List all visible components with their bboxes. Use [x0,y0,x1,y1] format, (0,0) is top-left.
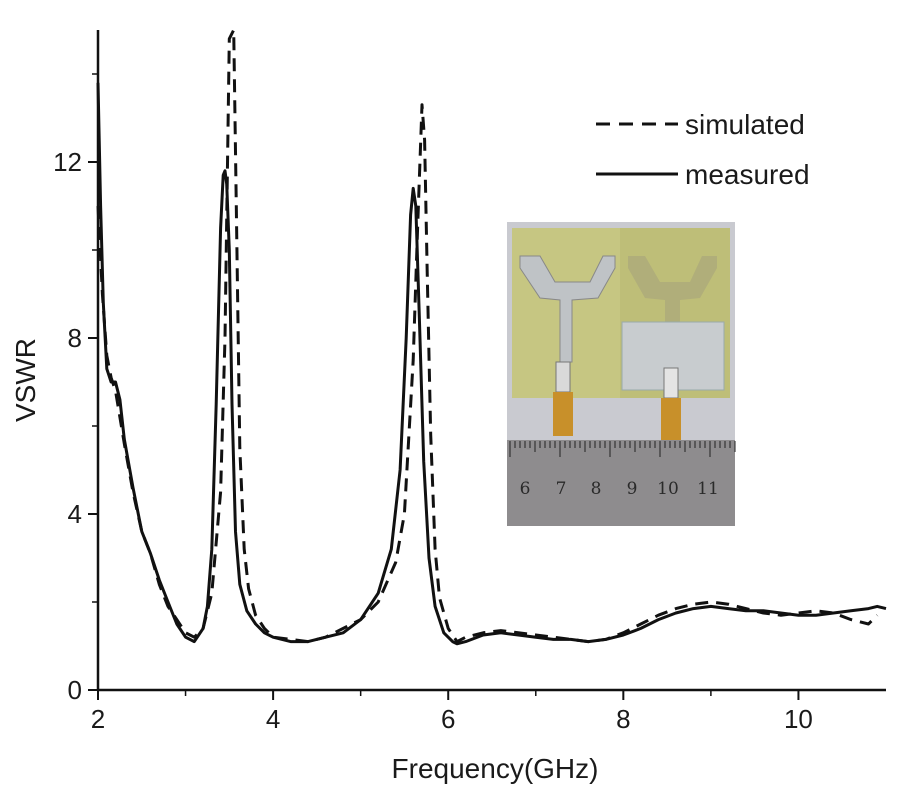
series-line-measured [96,82,887,646]
x-axis-title: Frequency(GHz) [392,753,599,784]
legend-label-measured: measured [685,159,810,190]
legend: simulated measured [596,109,810,190]
ruler-number: 10 [657,479,679,499]
ruler-number: 9 [627,479,638,499]
y-axis-title: VSWR [10,338,41,422]
right-antenna-radiator [628,256,717,322]
x-tick-label: 10 [784,704,813,734]
tick-label-group: 2 4 6 8 10 0 4 8 12 [53,147,813,734]
legend-label-simulated: simulated [685,109,805,140]
ruler-number: 7 [556,479,567,499]
ruler-ticks [509,441,736,457]
ruler [507,440,735,526]
series-group [96,28,887,646]
y-tick-label: 0 [68,675,82,705]
x-tick-label: 4 [266,704,280,734]
x-tick-label: 6 [441,704,455,734]
tick-group [88,73,800,700]
y-tick-label: 12 [53,147,82,177]
y-tick-label: 8 [68,323,82,353]
y-tick-label: 4 [68,499,82,529]
left-antenna-radiator [519,255,616,363]
series-line-simulated [96,28,879,644]
inset-antenna-photo: 6 7 8 9 10 11 [507,222,736,526]
x-tick-label: 8 [616,704,630,734]
ruler-number: 6 [520,479,531,499]
x-tick-label: 2 [91,704,105,734]
left-sma-connector-top [555,361,571,393]
left-sma-connector [553,392,573,436]
ruler-numbers: 6 7 8 9 10 11 [520,479,719,499]
ruler-number: 8 [591,479,602,499]
ruler-number: 11 [697,479,719,499]
right-sma-connector-top [663,367,679,399]
right-sma-connector [661,398,681,440]
